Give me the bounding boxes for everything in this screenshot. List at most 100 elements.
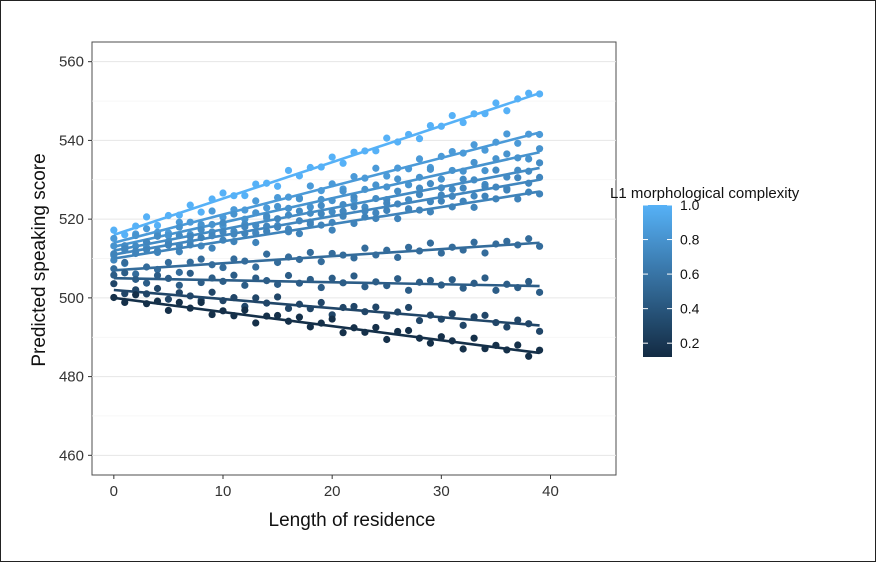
data-point (230, 294, 238, 302)
data-point (383, 312, 391, 320)
data-point (372, 194, 380, 203)
data-point (492, 166, 500, 174)
data-point (514, 341, 522, 349)
data-point (372, 323, 380, 332)
data-point (110, 265, 118, 273)
data-point (252, 180, 260, 188)
data-point (383, 183, 391, 191)
data-point (459, 118, 467, 127)
data-point (284, 228, 293, 236)
data-point (186, 258, 194, 266)
data-point (514, 284, 522, 292)
data-point (404, 165, 413, 173)
data-point (153, 297, 162, 305)
data-point (328, 315, 336, 323)
data-point (481, 192, 489, 200)
data-point (470, 313, 478, 321)
data-point (535, 242, 544, 250)
y-tick-label: 540 (59, 132, 84, 149)
data-point (361, 244, 369, 252)
data-point (263, 222, 271, 230)
data-point (448, 310, 456, 318)
data-point (470, 203, 478, 211)
data-point (317, 283, 325, 292)
data-point (252, 197, 260, 205)
data-point (470, 334, 478, 342)
data-point (295, 279, 304, 287)
data-point (252, 263, 260, 271)
legend-label: 0.4 (680, 301, 700, 317)
data-point (317, 202, 325, 210)
data-point (492, 99, 500, 107)
data-point (525, 130, 533, 138)
data-point (175, 268, 183, 276)
data-point (503, 173, 511, 181)
data-point (394, 215, 402, 223)
data-point (121, 269, 129, 277)
data-point (273, 293, 282, 301)
data-point (459, 197, 467, 205)
data-point (437, 315, 445, 323)
data-point (328, 180, 336, 188)
data-point (263, 204, 271, 212)
series-4 (110, 173, 544, 264)
data-point (394, 187, 402, 195)
data-point (306, 182, 314, 190)
data-point (273, 258, 282, 267)
data-point (514, 241, 522, 249)
data-point (110, 271, 118, 279)
data-point (295, 207, 304, 215)
data-point (415, 155, 424, 163)
data-point (448, 243, 456, 251)
data-point (208, 244, 216, 252)
data-point (404, 286, 413, 294)
data-point (208, 274, 216, 282)
data-point (153, 221, 162, 230)
data-point (448, 276, 456, 284)
data-point (295, 217, 304, 225)
data-point (525, 320, 533, 328)
data-point (503, 107, 511, 115)
data-point (459, 149, 467, 157)
data-point (252, 294, 260, 302)
legend-label: 0.8 (680, 232, 700, 248)
series-6 (110, 235, 544, 278)
data-point (328, 274, 336, 282)
data-point (142, 213, 151, 221)
data-point (372, 251, 380, 259)
data-point (121, 245, 129, 253)
data-point (153, 232, 162, 240)
data-point (383, 134, 391, 142)
data-point (317, 319, 325, 327)
data-point (142, 225, 151, 233)
data-point (263, 312, 271, 320)
data-point (361, 283, 369, 291)
data-point (361, 185, 369, 194)
data-point (230, 237, 238, 246)
data-point (186, 218, 194, 226)
data-point (153, 271, 162, 280)
data-point (361, 174, 369, 182)
data-point (426, 165, 435, 173)
data-point (317, 258, 325, 266)
data-point (426, 180, 435, 188)
data-point (284, 193, 293, 201)
fit-line (113, 150, 540, 248)
data-point (492, 138, 500, 146)
data-point (219, 228, 227, 236)
data-point (219, 307, 227, 315)
data-point (481, 110, 489, 118)
data-point (241, 206, 249, 214)
data-point (241, 192, 249, 200)
data-point (394, 253, 402, 262)
data-point (306, 248, 314, 257)
data-point (350, 254, 358, 262)
data-point (175, 223, 183, 231)
data-point (197, 234, 205, 242)
data-point (273, 194, 282, 202)
data-point (252, 238, 260, 247)
data-point (186, 201, 194, 209)
data-point (350, 203, 358, 211)
data-point (448, 192, 456, 200)
